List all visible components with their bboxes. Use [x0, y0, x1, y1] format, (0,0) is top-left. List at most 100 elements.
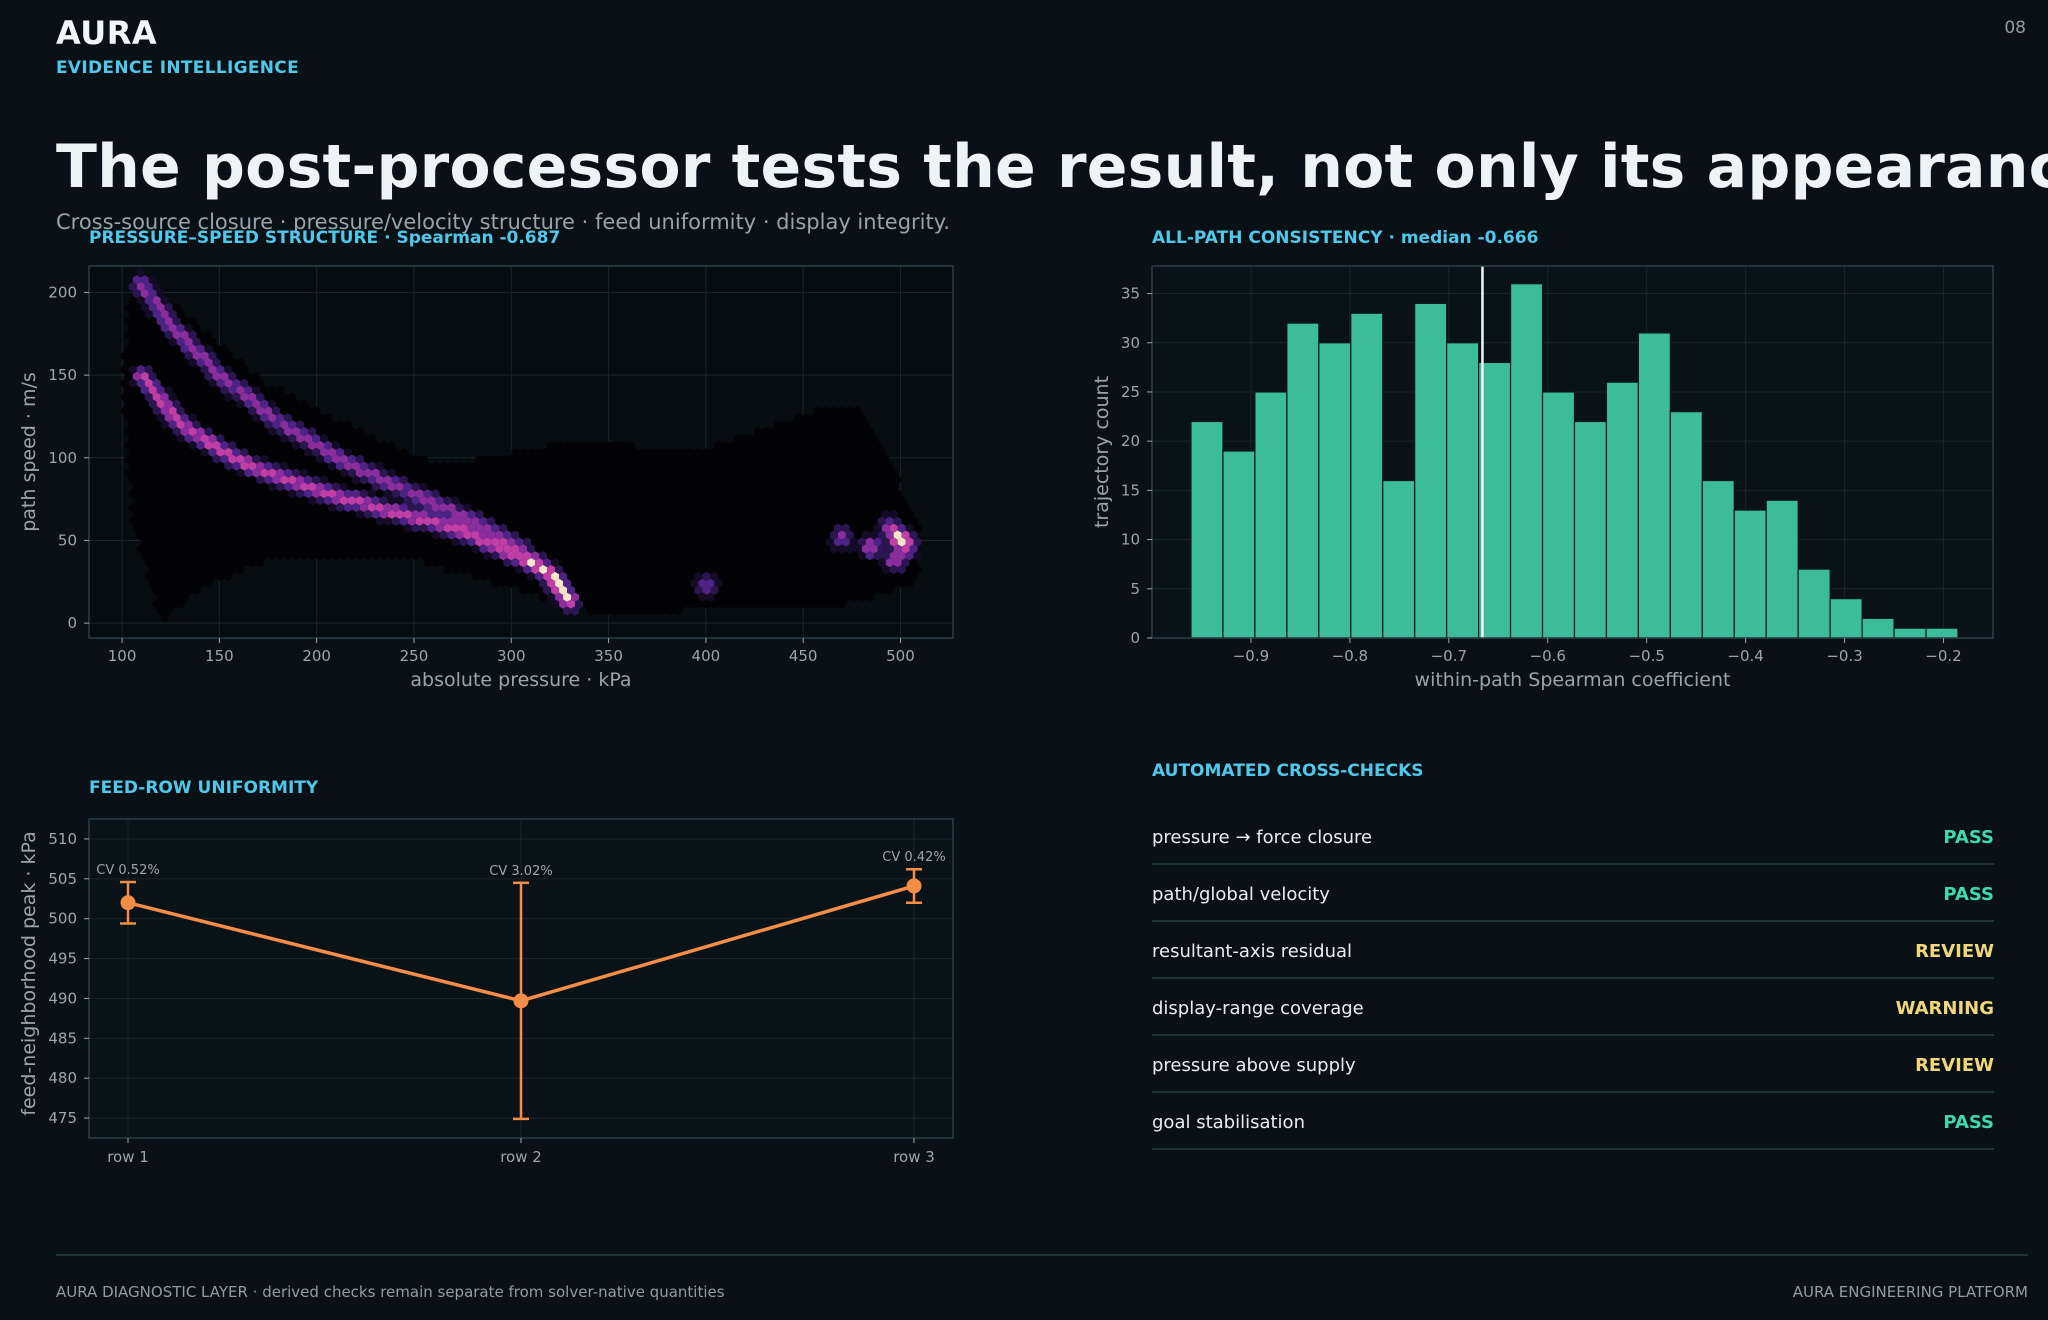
hexbin-cell — [216, 364, 225, 375]
hexbin-cell — [439, 475, 448, 485]
hexbin-cell — [618, 509, 627, 519]
hexbin-cell — [559, 558, 567, 568]
path-consistency-chart: −0.9 −0.8 −0.7 −0.6 −0.5 −0.4 −0.3 −0.205101520… — [1091, 265, 1994, 691]
hexbin-cell — [188, 371, 197, 381]
hexbin-cell — [718, 599, 727, 609]
hexbin-cell — [296, 516, 305, 526]
hexbin-cell — [555, 482, 564, 492]
hexbin-cell — [658, 578, 667, 588]
hexbin-cell — [726, 516, 735, 526]
hexbin-cell — [220, 496, 229, 506]
hexbin-cell — [610, 523, 619, 533]
hexbin-cell — [622, 489, 631, 499]
hexbin-cell — [507, 468, 516, 478]
histogram-bar — [1350, 312, 1384, 639]
hexbin-cell — [778, 565, 787, 575]
hexbin-cell — [822, 433, 830, 444]
hexbin-cell — [328, 475, 336, 485]
hexbin-cell — [706, 523, 715, 533]
hexbin-cell — [188, 413, 197, 423]
hexbin-cell — [826, 468, 834, 478]
hexbin-cell — [722, 523, 731, 533]
hexbin-cell — [686, 558, 695, 568]
hexbin-cell — [264, 544, 273, 554]
hexbin-cell — [702, 516, 711, 526]
hexbin-cell — [140, 482, 149, 492]
hexbin-cell — [718, 447, 727, 457]
hexbin-cell — [762, 523, 771, 533]
hexbin-cell — [164, 302, 173, 312]
hexbin-cell — [192, 433, 201, 444]
check-row: resultant-axis residual REVIEW — [1152, 922, 1994, 979]
hexbin-cell — [272, 447, 281, 457]
hexbin-cell — [622, 502, 631, 513]
hexbin-cell — [590, 461, 599, 471]
hexbin-cell — [742, 558, 751, 568]
hexbin-cell — [698, 509, 707, 519]
hexbin-cell — [810, 427, 818, 437]
x-tick-label: −0.8 — [1332, 647, 1368, 665]
hexbin-cell — [571, 537, 579, 547]
hexbin-cell — [268, 537, 277, 547]
hexbin-cell — [132, 399, 141, 409]
hexbin-cell — [551, 447, 560, 457]
hexbin-cell — [144, 516, 153, 526]
hexbin-cell — [698, 454, 707, 464]
hexbin-cell — [340, 427, 348, 437]
hexbin-cell — [710, 585, 719, 595]
hexbin-cell — [579, 592, 587, 602]
hexbin-cell — [555, 496, 564, 506]
hexbin-cell — [160, 489, 169, 499]
hexbin-cell — [694, 599, 703, 609]
hexbin-cell — [144, 433, 153, 444]
hexbin-cell — [555, 523, 564, 533]
hexbin-cell — [750, 599, 759, 609]
hexbin-cell — [220, 371, 229, 381]
hexbin-cell — [682, 454, 691, 464]
hexbin-cell — [790, 461, 799, 471]
hexbin-cell — [483, 496, 492, 506]
hexbin-cell — [244, 468, 253, 478]
hexbin-cell — [555, 551, 564, 561]
hexbin-cell — [583, 516, 591, 526]
hexbin-cell — [312, 420, 321, 430]
hexbin-cell — [156, 399, 165, 409]
x-tick-label: 400 — [692, 647, 721, 665]
hexbin-cell — [391, 544, 400, 554]
hexbin-cell — [575, 475, 583, 485]
hexbin-cell — [180, 523, 189, 533]
hexbin-cell — [730, 523, 739, 533]
hexbin-cell — [244, 399, 253, 409]
hexbin-cell — [355, 440, 364, 450]
hexbin-cell — [893, 502, 902, 513]
hexbin-cell — [758, 544, 767, 554]
hexbin-cell — [527, 530, 536, 540]
hexbin-cell — [527, 461, 536, 471]
check-label: pressure → force closure — [1152, 827, 1373, 848]
hexbin-cell — [475, 468, 484, 478]
check-label: pressure above supply — [1152, 1055, 1356, 1076]
hexbin-cell — [176, 447, 185, 457]
hexbin-cell — [136, 351, 145, 361]
hexbin-cell — [806, 461, 814, 471]
hexbin-cell — [304, 544, 313, 554]
hexbin-cell — [495, 516, 504, 526]
y-tick-label: 495 — [48, 950, 77, 968]
hexbin-cell — [228, 440, 237, 450]
hexbin-cell — [551, 599, 560, 609]
hexbin-cell — [758, 571, 767, 582]
hexbin-cell — [710, 558, 719, 568]
histogram-bar — [1925, 627, 1959, 639]
hexbin-cell — [869, 558, 878, 568]
hexbin-cell — [527, 516, 536, 526]
hexbin-cell — [503, 489, 512, 499]
hexbin-cell — [256, 558, 265, 568]
hexbin-cell — [332, 496, 340, 506]
hexbin-cell — [224, 406, 233, 416]
hexbin-cell — [164, 427, 173, 437]
hexbin-cell — [527, 585, 536, 595]
hexbin-cell — [594, 551, 603, 561]
hexbin-cell — [212, 358, 221, 368]
hexbin-cell — [395, 537, 404, 547]
hexbin-cell — [865, 427, 874, 437]
